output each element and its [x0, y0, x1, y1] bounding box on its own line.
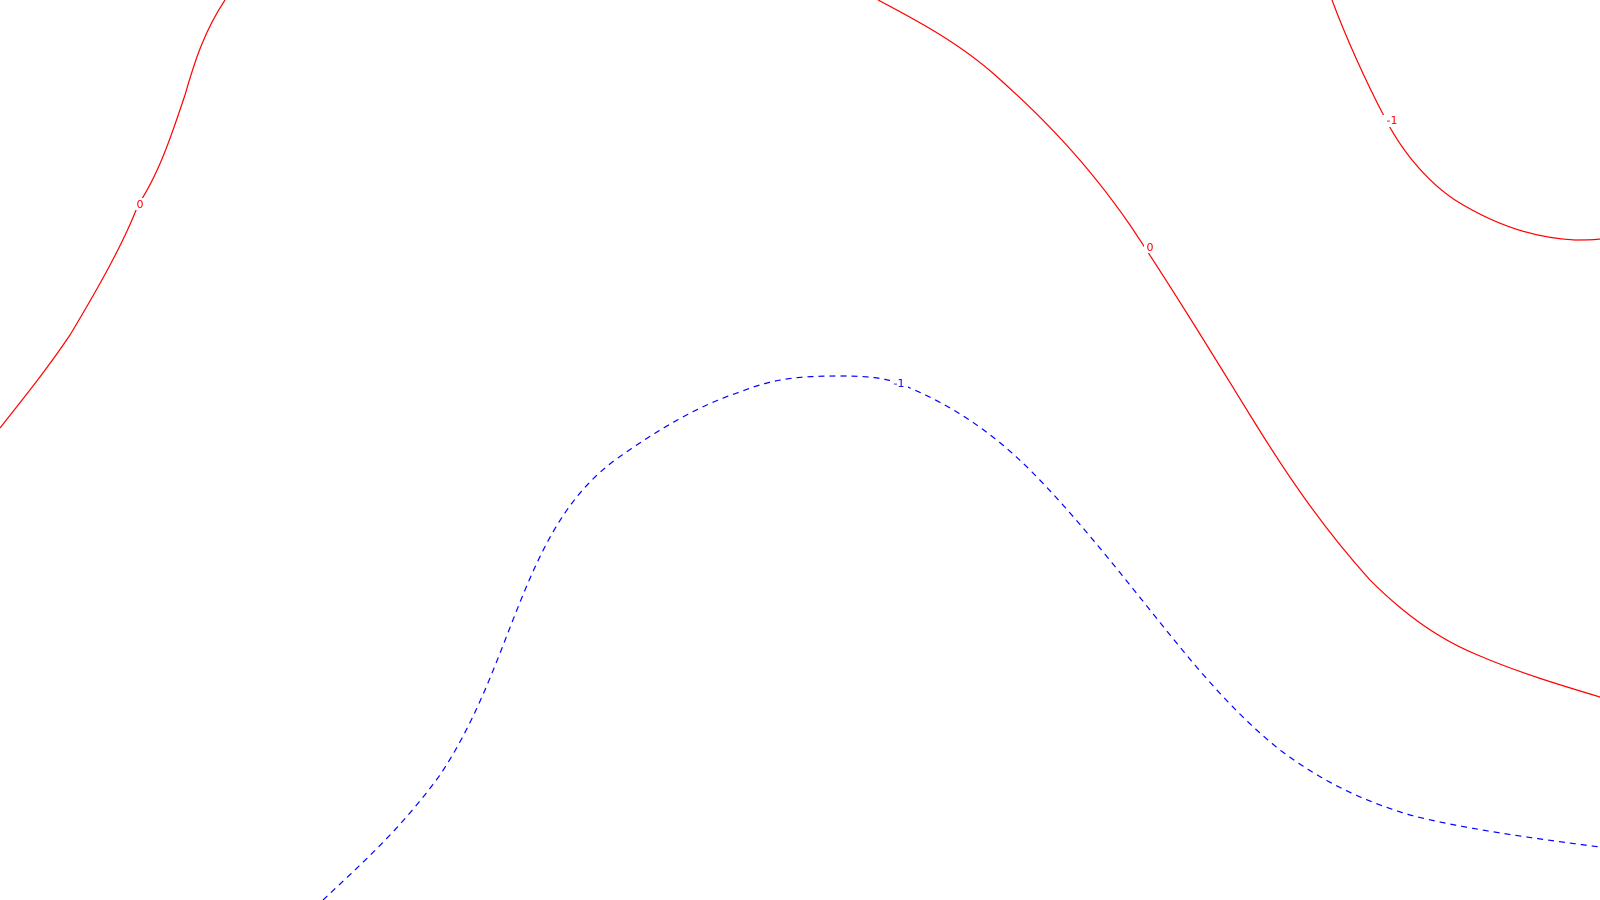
- contour-line-left-zero: [0, 0, 226, 429]
- contour-label-blue-dashed: -1: [894, 377, 905, 390]
- contour-label-top-right-minus-one: -1: [1387, 114, 1398, 127]
- contour-label-left-zero-group: 0: [134, 198, 146, 211]
- contour-label-top-right-minus-one-group: -1: [1383, 114, 1401, 127]
- contour-label-blue-dashed-group: -1: [890, 377, 908, 390]
- contour-line-blue-dashed: [322, 375, 1600, 900]
- contour-label-left-zero: 0: [137, 198, 144, 211]
- contour-label-center-zero: 0: [1147, 241, 1154, 254]
- contour-line-center-zero: [877, 0, 1600, 698]
- contour-label-center-zero-group: 0: [1144, 241, 1156, 254]
- contour-line-top-right-minus-one: [1331, 0, 1600, 241]
